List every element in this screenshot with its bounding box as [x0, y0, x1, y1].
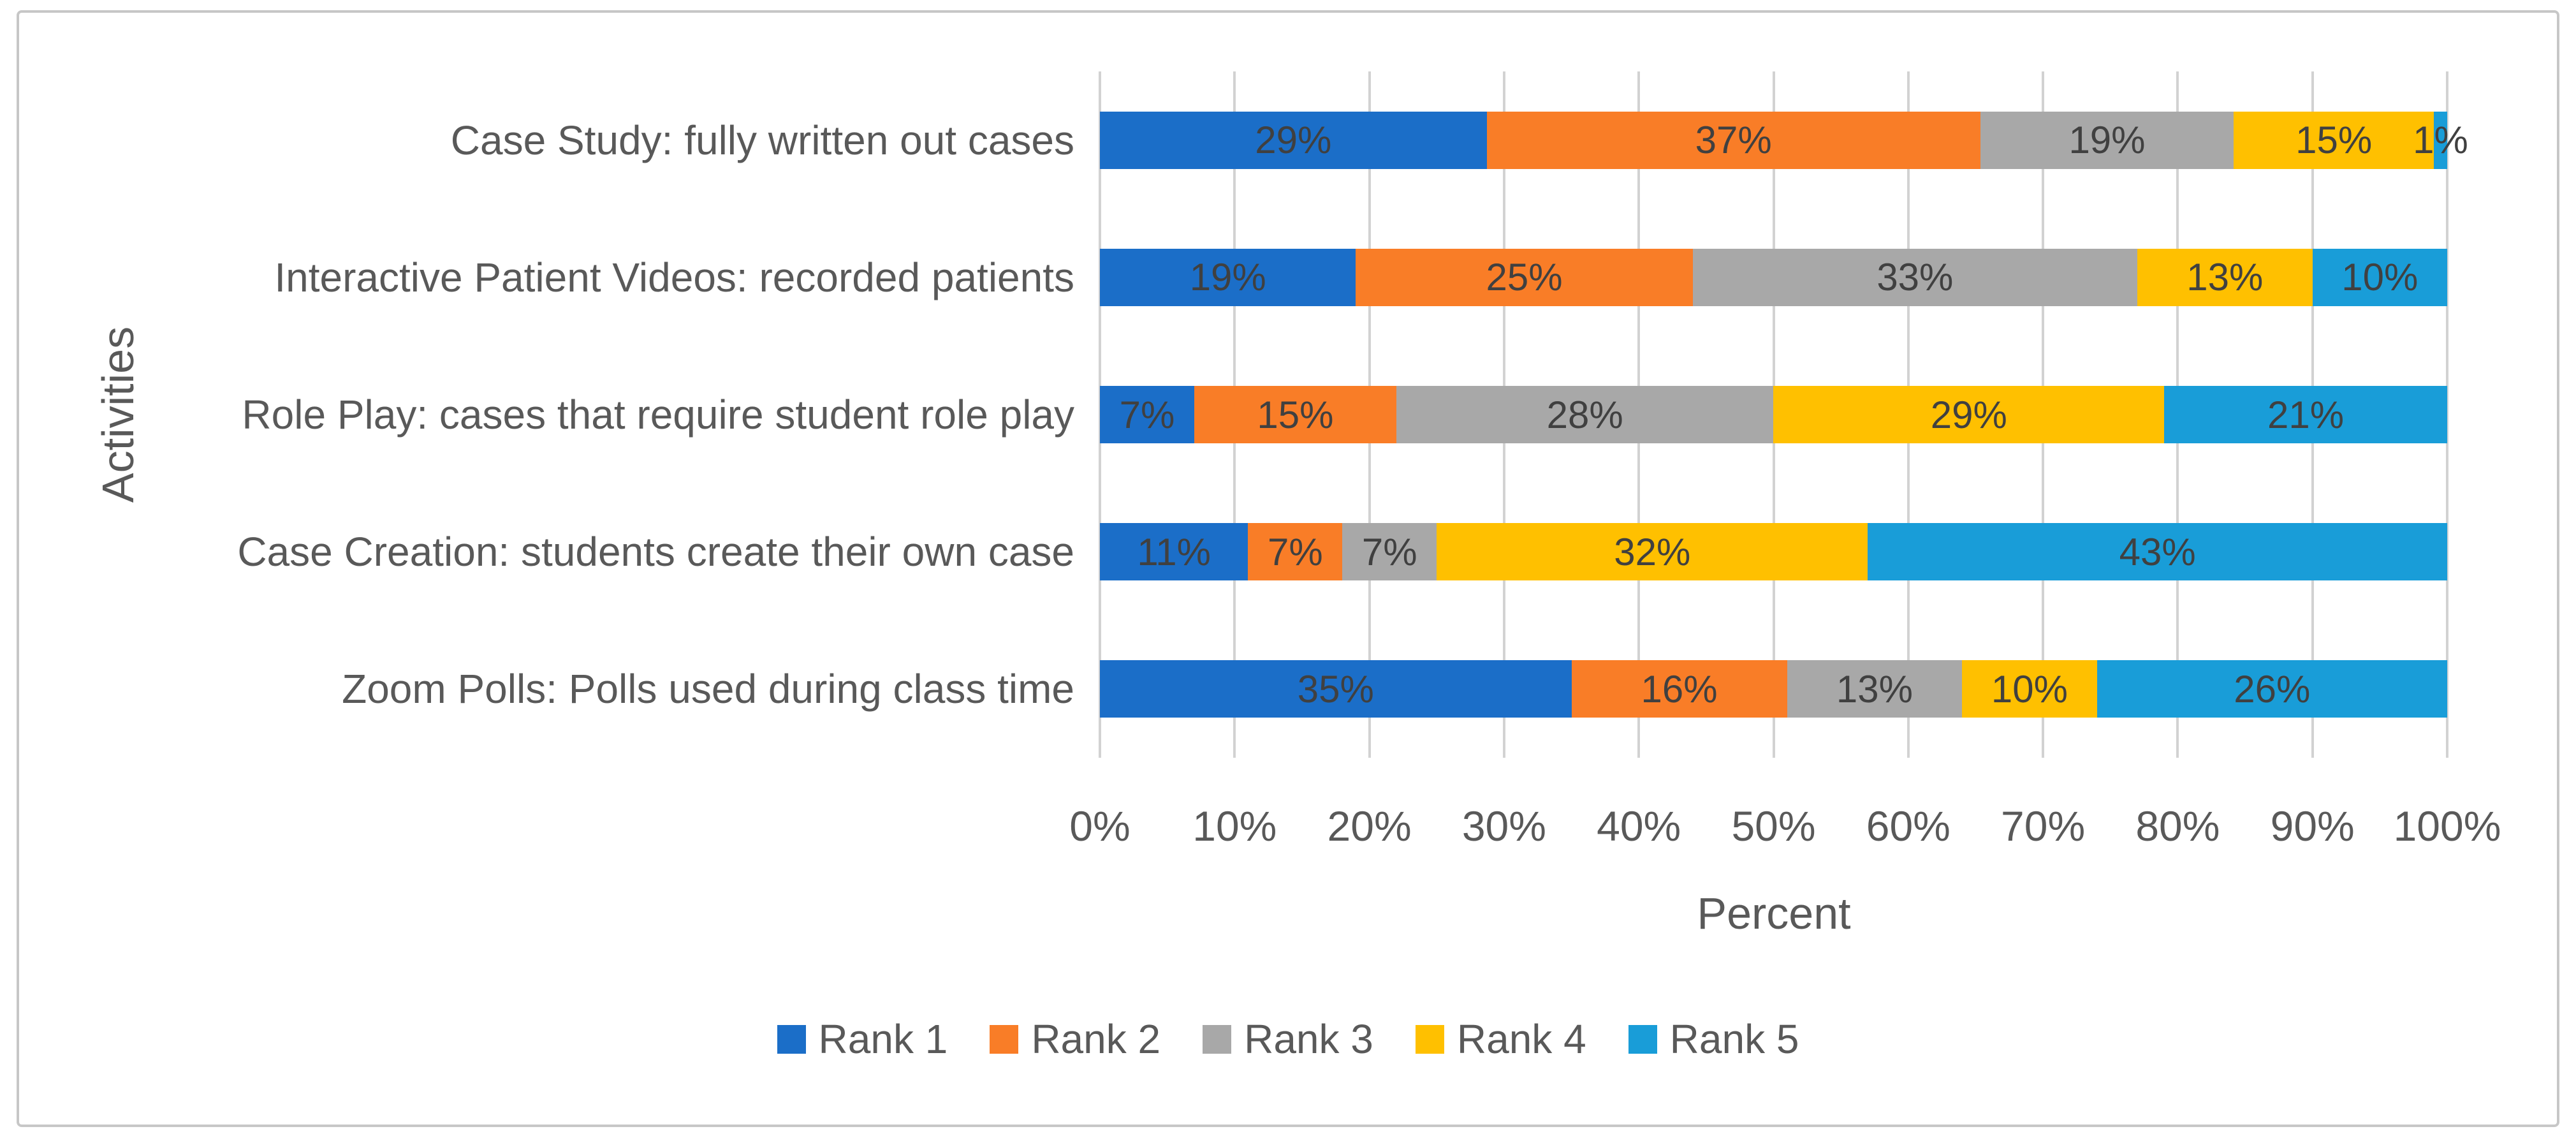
- bar-segment: 26%: [2097, 660, 2447, 718]
- bar-segment: 19%: [1100, 248, 1356, 306]
- data-label: 7%: [1268, 530, 1323, 573]
- bar-segment: 43%: [1868, 523, 2447, 581]
- legend-label: Rank 2: [1031, 1016, 1161, 1062]
- legend-item: Rank 4: [1415, 1015, 1586, 1063]
- legend-item: Rank 5: [1628, 1015, 1799, 1063]
- data-label: 10%: [2341, 256, 2419, 299]
- data-label: 15%: [1257, 393, 1334, 436]
- data-label: 28%: [1546, 393, 1623, 436]
- category-label: Case Study: fully written out cases: [450, 117, 1074, 163]
- x-tick-label: 20%: [1327, 802, 1412, 850]
- legend-label: Rank 5: [1669, 1016, 1799, 1062]
- bar-segment: 7%: [1342, 523, 1437, 581]
- x-tick-label: 0%: [1069, 802, 1131, 850]
- data-label: 26%: [2234, 667, 2311, 711]
- data-label: 10%: [1991, 667, 2068, 711]
- data-label: 1%: [2413, 119, 2468, 162]
- plot-area: 29% 37% 19% 15% 1% 19% 25% 33% 13% 10% 7% 15% 28% 29%…: [1099, 71, 2468, 758]
- legend-swatch: [1415, 1024, 1444, 1054]
- legend-item: Rank 1: [777, 1015, 948, 1063]
- x-tick-label: 30%: [1461, 802, 1546, 850]
- bar-segment: 29%: [1100, 111, 1487, 169]
- legend-swatch: [990, 1024, 1019, 1054]
- data-label: 37%: [1695, 119, 1772, 162]
- bar-segment: 37%: [1486, 111, 1980, 169]
- data-label: 13%: [2186, 256, 2264, 299]
- data-label: 25%: [1486, 256, 1563, 299]
- x-tick-label: 40%: [1597, 802, 1681, 850]
- bar-row: 7% 15% 28% 29% 21%: [1100, 386, 2447, 443]
- x-axis-title: Percent: [1697, 889, 1851, 938]
- data-label: 7%: [1361, 530, 1417, 573]
- legend-swatch: [1628, 1024, 1657, 1054]
- bar-segment: 1%: [2413, 111, 2468, 169]
- x-tick-label: 60%: [1866, 802, 1950, 850]
- legend-item: Rank 2: [990, 1015, 1160, 1063]
- bar-segment: 32%: [1437, 523, 1868, 581]
- bar-segment: 15%: [2234, 111, 2434, 169]
- bar-segment: 25%: [1356, 248, 1693, 306]
- legend-label: Rank 1: [818, 1016, 948, 1062]
- x-tick-label: 70%: [2001, 802, 2086, 850]
- bar-segment: 11%: [1100, 523, 1248, 581]
- bar-segment: 33%: [1692, 248, 2137, 306]
- data-label: 21%: [2267, 393, 2345, 436]
- bar-segment: 28%: [1396, 386, 1774, 443]
- legend: Rank 1 Rank 2 Rank 3 Rank 4 Rank 5: [0, 1015, 2576, 1063]
- data-label: 11%: [1137, 530, 1211, 573]
- bar-segment: 15%: [1194, 386, 1396, 443]
- data-label: 35%: [1297, 667, 1374, 711]
- data-label: 29%: [1930, 393, 2007, 436]
- bar-row: 11% 7% 7% 32% 43%: [1100, 523, 2447, 581]
- bar-segment: 29%: [1773, 386, 2165, 443]
- data-label: 19%: [1189, 256, 1266, 299]
- bar-segment: 13%: [2137, 248, 2313, 306]
- legend-item: Rank 3: [1203, 1015, 1373, 1063]
- category-label: Interactive Patient Videos: recorded pat…: [274, 254, 1074, 300]
- bar-segment: 19%: [1980, 111, 2234, 169]
- x-tick-label: 100%: [2393, 802, 2501, 850]
- bar-segment: 21%: [2164, 386, 2447, 443]
- data-label: 32%: [1614, 530, 1691, 573]
- x-tick-label: 10%: [1192, 802, 1277, 850]
- data-label: 29%: [1255, 119, 1332, 162]
- x-tick-label: 80%: [2135, 802, 2220, 850]
- data-label: 7%: [1119, 393, 1175, 436]
- bar-segment: 13%: [1787, 660, 1963, 718]
- category-label: Case Creation: students create their own…: [237, 529, 1074, 575]
- data-label: 19%: [2068, 119, 2146, 162]
- bar-row: 19% 25% 33% 13% 10%: [1100, 248, 2447, 306]
- bar-row: 35% 16% 13% 10% 26%: [1100, 660, 2447, 718]
- data-label: 13%: [1836, 667, 1914, 711]
- data-label: 43%: [2119, 530, 2196, 573]
- bar-segment: 10%: [1962, 660, 2097, 718]
- bar-segment: 35%: [1100, 660, 1572, 718]
- x-tick-label: 50%: [1731, 802, 1816, 850]
- category-label: Role Play: cases that require student ro…: [242, 392, 1074, 438]
- legend-label: Rank 3: [1244, 1016, 1373, 1062]
- bar-segment: 16%: [1571, 660, 1787, 718]
- bar-segment: 10%: [2312, 248, 2447, 306]
- x-tick-label: 90%: [2270, 802, 2355, 850]
- category-label: Zoom Polls: Polls used during class time: [342, 666, 1074, 712]
- gridline-100%: [2446, 71, 2448, 758]
- legend-swatch: [777, 1024, 806, 1054]
- legend-swatch: [1203, 1024, 1232, 1054]
- legend-label: Rank 4: [1456, 1016, 1586, 1062]
- data-label: 33%: [1877, 256, 1954, 299]
- data-label: 16%: [1641, 667, 1718, 711]
- data-label: 15%: [2295, 119, 2373, 162]
- bar-segment: 7%: [1248, 523, 1343, 581]
- bar-row: 29% 37% 19% 15% 1%: [1100, 111, 2468, 169]
- bar-segment: 7%: [1100, 386, 1194, 443]
